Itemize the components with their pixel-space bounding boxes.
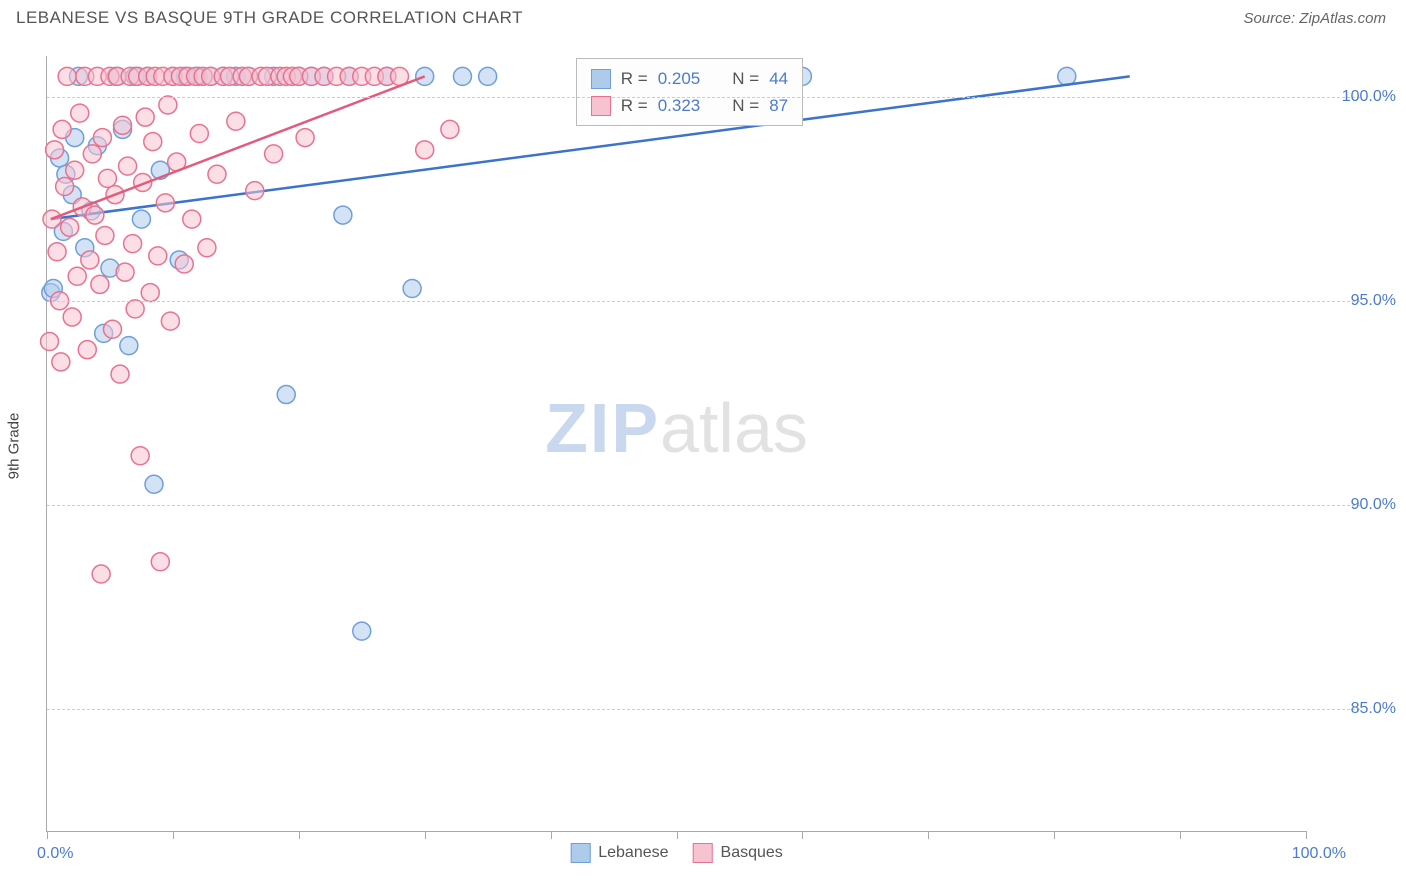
x-tick [425,831,426,839]
data-point [114,116,132,134]
y-tick-label: 100.0% [1316,88,1396,106]
data-point [86,206,104,224]
data-point [416,141,434,159]
gridline [47,709,1360,710]
y-tick-label: 95.0% [1316,292,1396,310]
data-point [441,120,459,138]
legend-item: Basques [693,843,783,863]
data-point [126,300,144,318]
r-value: 0.205 [658,65,701,92]
x-tick [677,831,678,839]
data-point [453,67,471,85]
data-point [227,112,245,130]
y-axis-label: 9th Grade [6,413,23,480]
x-tick [1180,831,1181,839]
data-point [92,565,110,583]
data-point [111,365,129,383]
legend-label: Lebanese [598,844,668,862]
data-point [190,125,208,143]
legend-row: R = 0.205 N = 44 [591,65,788,92]
r-label: R = [621,65,648,92]
data-point [145,475,163,493]
x-tick [551,831,552,839]
data-point [98,169,116,187]
x-tick [928,831,929,839]
x-tick [1054,831,1055,839]
legend-swatch [591,69,611,89]
data-point [119,157,137,175]
x-tick [802,831,803,839]
data-point [81,251,99,269]
data-point [149,247,167,265]
data-point [136,108,154,126]
gridline [47,301,1360,302]
data-point [334,206,352,224]
legend-swatch [570,843,590,863]
data-point [175,255,193,273]
chart-header: LEBANESE VS BASQUE 9TH GRADE CORRELATION… [0,0,1406,36]
x-tick [47,831,48,839]
data-point [58,67,76,85]
legend-swatch [693,843,713,863]
data-point [277,386,295,404]
scatter-svg [47,56,1306,831]
data-point [83,145,101,163]
stats-legend: R =0.205N =44R =0.323N =87 [576,58,803,126]
data-point [63,308,81,326]
data-point [479,67,497,85]
data-point [96,226,114,244]
data-point [53,120,71,138]
n-label: N = [732,65,759,92]
data-point [353,622,371,640]
data-point [198,239,216,257]
chart-title: LEBANESE VS BASQUE 9TH GRADE CORRELATION… [16,8,523,28]
data-point [78,341,96,359]
x-tick [299,831,300,839]
legend-item: Lebanese [570,843,668,863]
data-point [71,104,89,122]
gridline [47,505,1360,506]
data-point [91,275,109,293]
data-point [41,333,59,351]
series-legend: Lebanese Basques [570,843,783,863]
source-label: Source: ZipAtlas.com [1243,10,1386,27]
data-point [124,235,142,253]
y-tick-label: 90.0% [1316,496,1396,514]
n-value: 44 [769,65,788,92]
gridline [47,97,1360,98]
data-point [246,182,264,200]
x-axis-start-label: 0.0% [37,845,73,863]
data-point [144,133,162,151]
data-point [116,263,134,281]
x-tick [1306,831,1307,839]
x-tick [173,831,174,839]
data-point [265,145,283,163]
legend-swatch [591,96,611,116]
data-point [68,267,86,285]
data-point [208,165,226,183]
data-point [131,447,149,465]
data-point [156,194,174,212]
data-point [159,96,177,114]
data-point [56,178,74,196]
data-point [46,141,64,159]
data-point [61,218,79,236]
data-point [132,210,150,228]
legend-label: Basques [721,844,783,862]
data-point [183,210,201,228]
x-axis-end-label: 100.0% [1292,845,1346,863]
data-point [296,129,314,147]
data-point [403,280,421,298]
y-tick-label: 85.0% [1316,700,1396,718]
data-point [151,553,169,571]
data-point [93,129,111,147]
data-point [141,284,159,302]
data-point [103,320,121,338]
data-point [48,243,66,261]
plot-area: ZIPatlas R =0.205N =44R =0.323N =87 0.0%… [46,56,1306,832]
data-point [52,353,70,371]
data-point [120,337,138,355]
data-point [66,161,84,179]
data-point [161,312,179,330]
